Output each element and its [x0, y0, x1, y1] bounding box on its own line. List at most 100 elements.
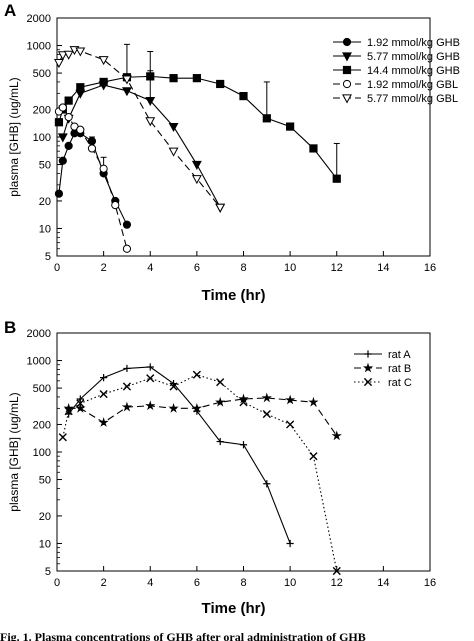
legend: 1.92 mmol/kg GHB 5.77 mmol/kg GHB 14.4 mmo… [333, 37, 460, 105]
y-tick-label: 500 [33, 383, 51, 395]
y-axis-label: plasma [GHB] (ug/mL) [7, 392, 21, 511]
legend-label: rat A [388, 349, 411, 361]
data-point [145, 400, 156, 411]
x-tick-label: 10 [284, 262, 296, 274]
legend-marker [342, 94, 352, 104]
data-point [99, 164, 108, 173]
panel-b: B 5 10 20 50 100 200 500 1000 2000 0 2 4 6 8 10 12 14 16 Ti… [4, 318, 436, 617]
x-tick-label: 4 [147, 577, 153, 589]
data-point [239, 441, 248, 449]
data-point [123, 364, 131, 373]
x-tick-label: 2 [101, 262, 107, 274]
data-point [111, 201, 120, 210]
legend-marker [342, 65, 352, 75]
data-point [263, 480, 271, 488]
data-point [262, 409, 271, 419]
plot-frame [56, 332, 431, 572]
data-point [76, 395, 84, 403]
data-point [53, 59, 64, 69]
data-point [216, 378, 225, 387]
data-point [54, 189, 64, 198]
y-tick-label: 50 [39, 475, 51, 487]
figure-caption: Fig. 1. Plasma concentrations of GHB aft… [0, 630, 366, 641]
y-tick-label: 100 [33, 132, 51, 144]
data-point [98, 417, 109, 427]
data-point [332, 174, 341, 183]
data-point [57, 51, 68, 61]
data-point [76, 125, 85, 134]
data-point [216, 79, 225, 89]
data-point [99, 77, 108, 87]
y-tick-label: 1000 [27, 356, 51, 368]
data-point [63, 50, 74, 60]
data-point [215, 203, 226, 213]
data-point [145, 117, 156, 127]
data-point [76, 399, 85, 408]
data-point [145, 97, 156, 107]
x-tick-label: 10 [284, 577, 296, 589]
x-tick-label: 12 [331, 262, 343, 274]
data-point [122, 244, 132, 253]
legend-marker [342, 52, 352, 62]
data-point [332, 566, 341, 576]
legend-label: 5.77 mmol/kg GBL [367, 93, 458, 105]
data-point [192, 74, 201, 83]
data-point [64, 141, 73, 150]
y-tick-label: 1000 [27, 41, 51, 53]
series-4 [54, 103, 132, 253]
data-point [58, 103, 67, 112]
y-tick-label: 5 [45, 251, 51, 263]
data-point [146, 363, 154, 371]
y-tick-label: 200 [33, 419, 51, 431]
data-point [262, 114, 271, 123]
series-2 [63, 392, 342, 441]
data-point [239, 398, 248, 407]
legend-label: 1.92 mmol/kg GHB [367, 37, 460, 49]
y-tick-label: 500 [33, 68, 51, 80]
data-point [58, 433, 67, 442]
data-point [122, 220, 132, 229]
y-tick-label: 50 [39, 160, 51, 172]
data-point [64, 96, 73, 105]
data-point [54, 118, 64, 127]
data-point [168, 122, 179, 133]
series-line [58, 106, 128, 249]
y-tick-label: 100 [33, 447, 51, 459]
x-tick-label: 8 [240, 577, 246, 589]
data-point [309, 144, 318, 153]
panel-label: B [4, 318, 16, 337]
x-tick-label: 2 [101, 577, 107, 589]
y-tick-label: 5 [45, 566, 51, 578]
data-point [75, 89, 86, 99]
data-point [284, 394, 296, 405]
panel-label: A [4, 1, 16, 20]
data-point [87, 144, 97, 153]
series-line [68, 397, 338, 437]
x-tick-label: 16 [424, 262, 436, 274]
data-point [122, 382, 132, 391]
data-point [146, 374, 155, 383]
data-point [169, 74, 178, 83]
data-point [98, 56, 109, 66]
legend-marker [362, 362, 374, 373]
data-point [100, 374, 108, 382]
series-line [62, 374, 338, 572]
legend-label: 14.4 mmol/kg GHB [367, 65, 460, 77]
data-point [191, 175, 202, 185]
data-point [121, 75, 132, 85]
data-point [239, 92, 248, 101]
series-2 [57, 70, 226, 213]
x-tick-label: 14 [377, 577, 389, 589]
data-point [191, 160, 202, 170]
x-tick-label: 16 [424, 577, 436, 589]
data-point [121, 401, 133, 412]
x-tick-label: 8 [240, 262, 246, 274]
data-point [64, 407, 73, 416]
legend-marker [363, 377, 373, 387]
legend-label: 1.92 mmol/kg GBL [367, 79, 458, 91]
y-tick-label: 10 [39, 223, 51, 235]
data-point [286, 122, 295, 131]
legend-label: 5.77 mmol/kg GHB [367, 51, 460, 63]
legend-marker [342, 79, 352, 89]
x-tick-label: 6 [194, 577, 200, 589]
